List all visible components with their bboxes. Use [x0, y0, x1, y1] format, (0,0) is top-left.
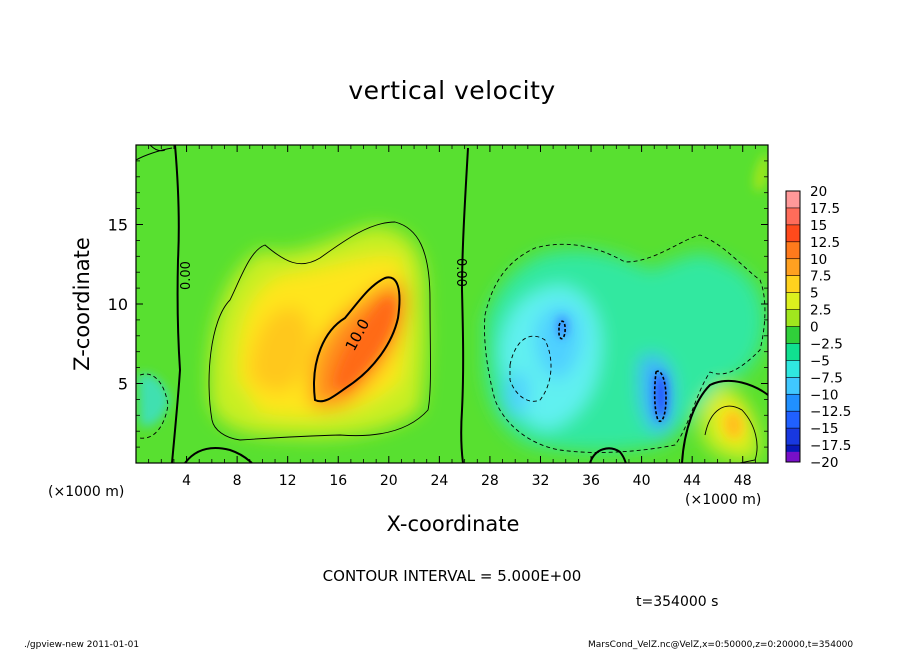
colorbar-swatch: [786, 451, 800, 462]
colorbar-swatch: [786, 326, 800, 344]
colorbar-swatch: [786, 191, 800, 208]
contour-5-right: [704, 405, 758, 463]
contour-10-positive: [313, 276, 401, 403]
contour-neg10-dashed-2: [558, 320, 566, 340]
colorbar-swatch: [786, 428, 800, 446]
colorbar-swatch: [786, 343, 800, 361]
colorbar-label: 17.5: [810, 201, 840, 217]
colorbar-swatch: [786, 207, 800, 225]
x-axis-label: X-coordinate: [386, 512, 520, 536]
colorbar-swatch: [786, 258, 800, 276]
colorbar-label: 5: [810, 286, 819, 302]
y-axis: 5 10 15: [108, 160, 768, 448]
x-tick-label: 24: [430, 473, 448, 489]
colorbar-label: −2.5: [810, 336, 843, 352]
x-tick-label: 40: [633, 473, 651, 489]
heatmap-field: [136, 145, 768, 463]
footer-file-info: MarsCond_VelZ.nc@VelZ,x=0:50000,z=0:2000…: [588, 640, 854, 650]
colorbar: 2017.51512.5107.552.50−2.5−5−7.5−10−12.5…: [785, 184, 851, 471]
colorbar-label: 15: [810, 218, 827, 234]
zero-contour-mid: [460, 147, 469, 463]
x-tick-label: 8: [233, 473, 242, 489]
y-tick-label: 15: [108, 216, 128, 235]
x-unit-label-left: (×1000 m): [48, 484, 125, 500]
colorbar-swatch: [786, 309, 800, 327]
x-tick-label: 44: [683, 473, 701, 489]
colorbar-swatch: [786, 241, 800, 259]
colorbar-label: −12.5: [810, 404, 851, 420]
colorbar-swatch: [786, 377, 800, 395]
y-tick-label: 5: [118, 375, 128, 394]
colorbar-label: −15: [810, 421, 839, 437]
time-label: t=354000 s: [636, 594, 719, 610]
colorbar-label: −5: [810, 353, 830, 369]
x-tick-label: 32: [532, 473, 550, 489]
contour-zero-bottom-2: [589, 447, 627, 463]
colorbar-label: 20: [810, 184, 827, 200]
colorbar-label: −7.5: [810, 370, 843, 386]
x-tick-label: 4: [182, 473, 191, 489]
contour-zero-bottom: [184, 447, 253, 463]
colorbar-swatch: [786, 275, 800, 293]
y-axis-label: Z-coordinate: [70, 237, 94, 371]
footer-command: ./gpview-new 2011-01-01: [24, 640, 140, 650]
contour-neg-dashed-2: [509, 335, 552, 402]
x-unit-label-right: (×1000 m): [685, 492, 762, 508]
contour-5-positive: [208, 221, 431, 441]
contour-lines: [136, 145, 768, 463]
colorbar-label: −17.5: [810, 438, 851, 454]
contour-neg10-dashed: [653, 370, 667, 422]
x-tick-label: 28: [481, 473, 499, 489]
x-tick-label: 12: [279, 473, 297, 489]
contour-zero-right: [681, 379, 768, 463]
colorbar-label: 2.5: [810, 303, 831, 319]
colorbar-label: 0: [810, 320, 819, 336]
colorbar-swatch: [786, 224, 800, 242]
contour-label: 0.00: [179, 261, 194, 290]
x-tick-label: 20: [380, 473, 398, 489]
colorbar-label: −20: [810, 455, 839, 471]
x-tick-label: 48: [734, 473, 752, 489]
colorbar-swatch: [786, 394, 800, 412]
x-tick-label: 16: [329, 473, 347, 489]
y-tick-label: 10: [108, 295, 128, 314]
colorbar-swatch: [786, 292, 800, 310]
colorbar-label: 12.5: [810, 235, 840, 251]
contour-label: 0.00: [453, 258, 468, 287]
x-axis: 4 8 12 16 20 24 28 32 36 40 44 48: [148, 145, 756, 489]
x-tick-label: 36: [582, 473, 600, 489]
colorbar-swatch: [786, 411, 800, 429]
colorbar-swatch: [786, 360, 800, 378]
contour-topleft: [136, 145, 173, 161]
colorbar-label: −10: [810, 387, 839, 403]
chart-title: vertical velocity: [348, 76, 556, 105]
zero-contour-left: [171, 145, 182, 463]
contour-neg-dashed-1: [484, 234, 766, 453]
contour-interval-label: CONTOUR INTERVAL = 5.000E+00: [322, 567, 582, 585]
colorbar-label: 7.5: [810, 269, 831, 285]
colorbar-label: 10: [810, 252, 827, 268]
